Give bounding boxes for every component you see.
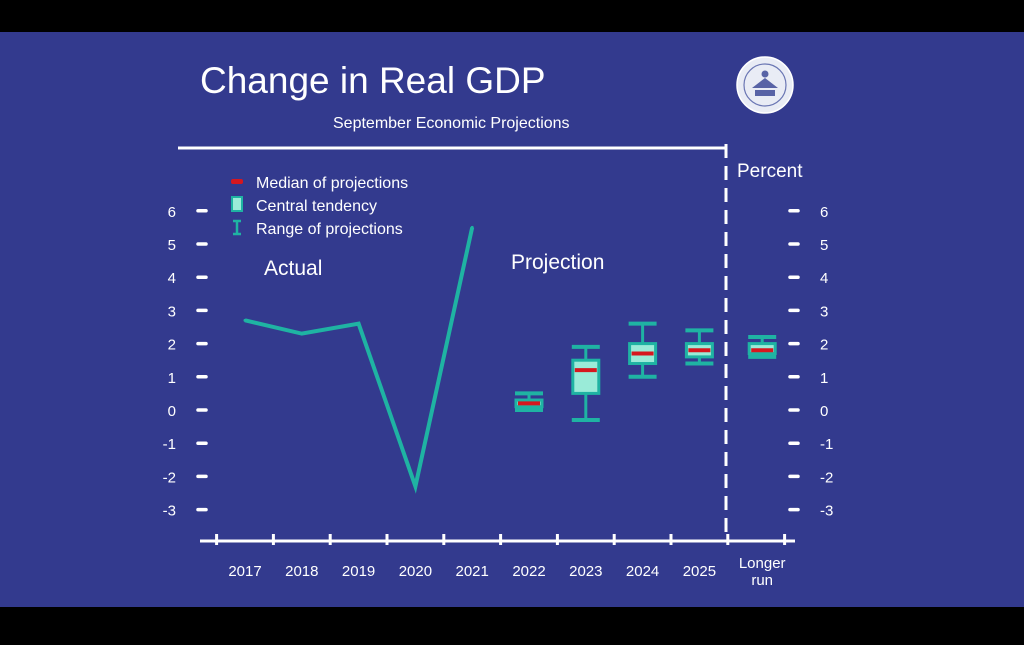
y-axis-left: 6 5 4 3 2 1 0 -1 -2 -3	[163, 204, 208, 520]
y-tick-label: 5	[168, 237, 176, 254]
y-tick-label: 6	[820, 204, 828, 221]
y-tick-label: -3	[163, 503, 176, 520]
y-tick-label: 4	[820, 270, 828, 287]
x-tick-label: 2024	[626, 563, 659, 580]
projection-annotation: Projection	[511, 251, 604, 274]
y-tick-label: 2	[820, 337, 828, 354]
y-tick-label: 1	[820, 370, 828, 387]
x-tick-label: 2017	[228, 563, 261, 580]
slide-background	[0, 32, 1024, 607]
y-tick-label: 6	[168, 204, 176, 221]
y-tick-label: 5	[820, 237, 828, 254]
chart-title: Change in Real GDP	[200, 60, 546, 101]
x-axis: 2017 2018 2019 2020 2021 2022 2023 2024 2025 Long…	[215, 534, 787, 589]
y-tick-label: -2	[163, 469, 176, 486]
legend: Median of projections Central tendency Ran…	[231, 175, 408, 238]
actual-point	[413, 484, 417, 488]
central-tendency-box	[571, 358, 601, 395]
projection-2025	[684, 328, 714, 366]
x-tick-label: 2021	[456, 563, 489, 580]
x-tick-label: 2025	[683, 563, 716, 580]
y-axis-right: 6 5 4 3 2 1 0 -1 -2 -3	[788, 204, 833, 520]
x-tick-label: Longer	[739, 555, 786, 572]
legend-label: Central tendency	[256, 198, 377, 215]
legend-label: Median of projections	[256, 175, 408, 192]
y-tick-label: 3	[820, 303, 828, 320]
actual-point	[300, 332, 304, 336]
x-tick-label: 2019	[342, 563, 375, 580]
actual-annotation: Actual	[264, 257, 322, 280]
legend-label: Range of projections	[256, 221, 403, 238]
y-tick-label: -1	[820, 436, 833, 453]
y-tick-label: 0	[168, 403, 176, 420]
y-tick-label: 3	[168, 303, 176, 320]
y-tick-label: 4	[168, 270, 176, 287]
chart-subtitle: September Economic Projections	[333, 115, 570, 132]
x-tick-label: 2018	[285, 563, 318, 580]
federal-reserve-seal-icon	[736, 56, 794, 114]
y-tick-label: -1	[163, 436, 176, 453]
projection-boxes	[514, 321, 777, 422]
actual-series	[243, 225, 475, 494]
legend-central-swatch	[231, 196, 243, 212]
y-tick-label: 0	[820, 403, 828, 420]
actual-point	[357, 322, 361, 326]
x-tick-label: 2022	[512, 563, 545, 580]
actual-point	[243, 318, 247, 322]
projection-2024	[628, 321, 658, 379]
units-label: Percent	[737, 161, 803, 182]
y-tick-label: -3	[820, 503, 833, 520]
x-tick-label: 2023	[569, 563, 602, 580]
actual-point	[470, 225, 474, 229]
y-tick-label: -2	[820, 469, 833, 486]
projection-2022	[514, 391, 544, 412]
projection-2023	[571, 344, 601, 422]
x-tick-label: run	[751, 572, 773, 589]
x-tick-label: 2020	[399, 563, 432, 580]
y-tick-label: 2	[168, 337, 176, 354]
projection-longer-run	[747, 334, 777, 359]
y-tick-label: 1	[168, 370, 176, 387]
legend-median-swatch	[231, 179, 243, 184]
